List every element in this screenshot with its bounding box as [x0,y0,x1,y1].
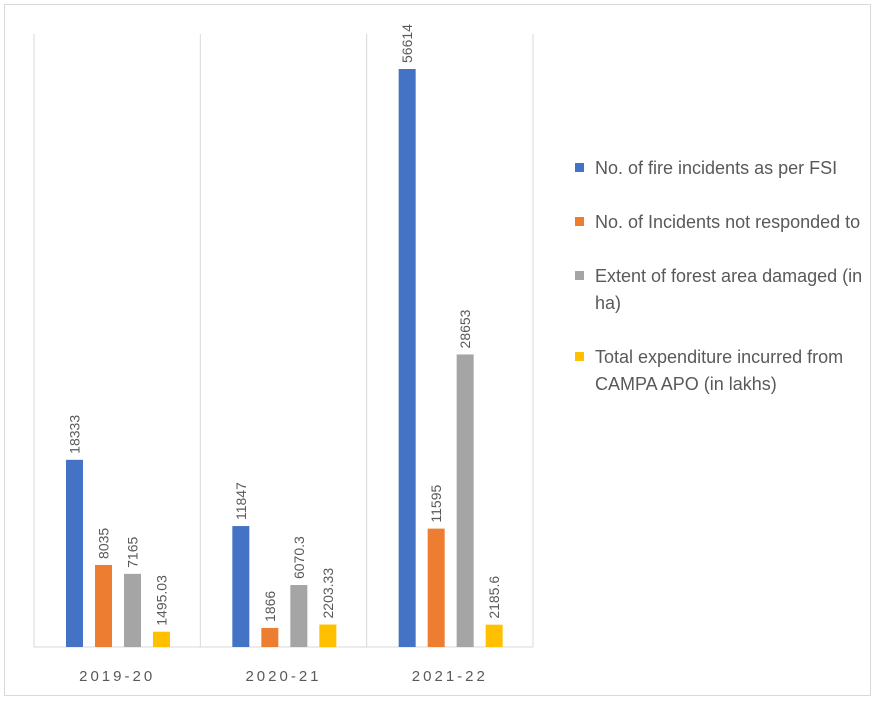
legend-item: No. of Incidents not responded to [575,209,865,236]
bar [95,564,112,647]
legend-label: Extent of forest area damaged (in ha) [595,266,863,313]
bar [153,631,170,647]
legend-swatch [575,271,584,280]
bar [124,573,141,647]
x-tick-label: 2021-22 [412,668,488,685]
bar [427,528,445,647]
legend-swatch [575,217,584,226]
data-label: 28653 [457,309,473,348]
bar [456,354,474,647]
legend-label: No. of fire incidents as per FSI [595,158,838,178]
data-label: 1495.03 [154,575,170,626]
data-label: 56614 [399,24,415,63]
bar [232,526,250,647]
data-label: 8035 [96,528,112,559]
bar [398,69,416,647]
data-label: 11847 [233,482,249,520]
legend-item: Extent of forest area damaged (in ha) [575,263,865,317]
data-label: 6070.3 [291,536,307,579]
data-label: 11595 [428,485,444,523]
bar [290,585,308,647]
legend-swatch [575,352,584,361]
bar [261,627,279,647]
legend-label: Total expenditure incurred from CAMPA AP… [595,347,844,394]
bar [66,459,83,647]
data-label: 18333 [67,415,83,454]
bar [319,624,337,647]
legend-item: Total expenditure incurred from CAMPA AP… [575,344,865,398]
data-label: 2185.6 [486,576,502,619]
x-tick-label: 2019-20 [79,668,155,685]
legend: No. of fire incidents as per FSI No. of I… [575,155,865,425]
x-tick-label: 2020-21 [245,668,321,685]
data-label: 2203.33 [320,568,336,619]
bar [485,624,503,647]
legend-label: No. of Incidents not responded to [595,212,861,232]
data-label: 1866 [262,591,278,622]
legend-item: No. of fire incidents as per FSI [575,155,865,182]
legend-swatch [575,163,584,172]
data-label: 7165 [125,536,141,567]
